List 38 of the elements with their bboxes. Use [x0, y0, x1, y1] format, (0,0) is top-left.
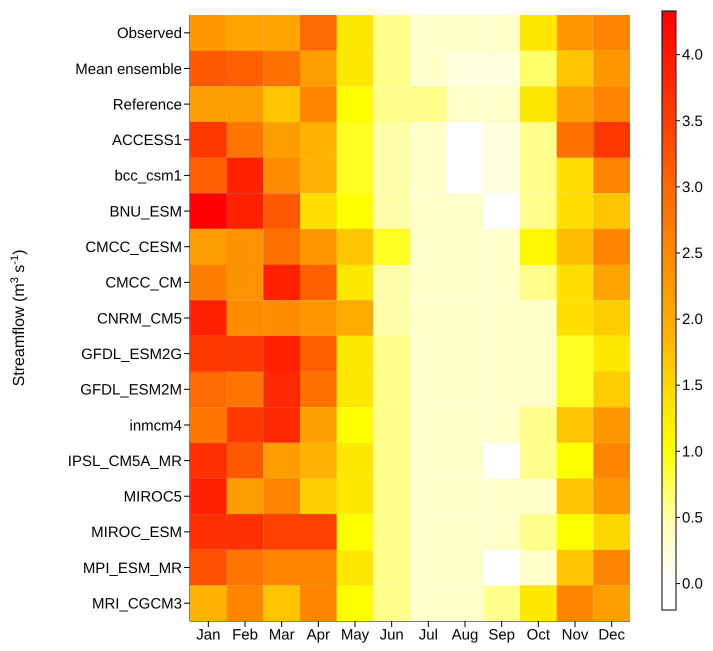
y-tick-label: GFDL_ESM2M: [80, 382, 182, 399]
color-bar-label: 4.0: [682, 46, 703, 64]
y-tick-label: MIROC5: [124, 488, 182, 506]
y-tick-label: bcc_csm1: [114, 168, 182, 185]
color-bar-label: 1.0: [682, 443, 703, 460]
y-tick-label: Observed: [116, 25, 182, 42]
color-bar-label: 3.0: [682, 178, 703, 196]
x-tick-label: Sep: [488, 626, 516, 644]
x-tick-label: Dec: [598, 626, 626, 644]
y-tick-label: Reference: [112, 96, 182, 114]
x-tick-label: Aug: [452, 626, 478, 644]
y-tick-label: CNRM_CM5: [96, 310, 182, 328]
color-bar-label: 1.5: [682, 377, 703, 394]
x-tick-label: Apr: [306, 626, 330, 644]
x-tick-label: Feb: [232, 626, 258, 644]
x-tick-label: May: [340, 626, 370, 644]
color-bar-label: 0.0: [682, 576, 703, 593]
y-tick-label: ACCESS1: [112, 132, 182, 150]
y-tick-label: GFDL_ESM2G: [81, 346, 182, 363]
y-tick-label: MRI_CGCM3: [92, 596, 182, 612]
y-tick-label: MIROC_ESM: [91, 524, 182, 542]
color-bar-label: 2.5: [682, 244, 703, 262]
color-bar-label: 2.0: [682, 311, 703, 328]
x-tick-label: Nov: [562, 626, 589, 644]
y-tick-label: CMCC_CESM: [85, 239, 182, 256]
color-bar-label: 0.5: [682, 509, 703, 526]
x-tick-label: Jul: [418, 626, 438, 644]
y-tick-label: MPI_ESM_MR: [82, 560, 182, 577]
y-tick-label: CMCC_CM: [105, 274, 182, 292]
y-tick-label: BNU_ESM: [109, 203, 182, 220]
color-bar-label: 3.5: [682, 112, 703, 130]
x-tick-label: Mar: [268, 626, 295, 644]
y-tick-label: Mean ensemble: [75, 60, 182, 78]
x-tick-label: Oct: [526, 626, 551, 644]
x-tick-label: Jun: [380, 626, 404, 644]
y-tick-label: inmcm4: [129, 417, 182, 434]
y-tick-label: IPSL_CM5A_MR: [68, 452, 182, 470]
x-tick-label: Jan: [196, 626, 220, 644]
